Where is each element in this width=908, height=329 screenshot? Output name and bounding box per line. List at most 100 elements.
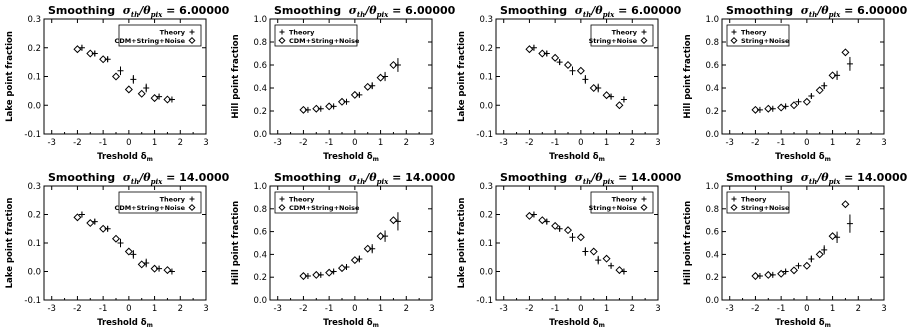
legend-marker-plus [279,29,285,35]
x-tick-label: 3 [429,304,434,314]
x-axis-label-sub: m [599,322,605,329]
y-tick-label: 0.0 [27,268,41,278]
title-part [115,4,123,17]
chart-panel-2: -3 -2 -1 0 1 2 3 0.0 0.2 0.4 0.6 0.8 1.0 Smoothing σt… [231,4,456,163]
chart-title: Smoothing σth/θpix = 6.00000 [500,4,682,19]
title-part: pix [377,10,390,19]
title-part [341,4,349,17]
data-point-simulation [525,45,534,54]
legend-marker-plus [189,29,195,35]
x-tick-label: 2 [630,304,635,314]
y-tick-label: 0.4 [253,84,267,94]
y-axis-label: Hill point fraction [231,201,241,285]
x-tick-label: -3 [499,138,507,148]
x-tick-label: 2 [404,138,409,148]
title-part: th [583,177,591,186]
title-part: = 6.00000 [392,4,455,17]
data-point-simulation [615,266,624,275]
chart-panel-4: -3 -2 -1 0 1 2 3 0.0 0.2 0.4 0.6 0.8 1.0 Smoothing σt… [683,4,908,163]
y-tick-label: 0.1 [479,73,493,83]
legend-label: String+Noise [741,204,790,212]
title-part: Smoothing [726,171,793,184]
x-axis-label-text: Treshold δ [775,152,825,162]
chart-panel-3: -3 -2 -1 0 1 2 3 -0.1 0.0 0.1 0.2 0.3 Smoothing σth/… [457,4,682,163]
data-point-simulation [538,216,547,225]
title-part: /θ [816,171,829,184]
y-tick-label: 0.3 [27,182,41,192]
chart-panel-5: -3 -2 -1 0 1 2 3 -0.1 0.0 0.1 0.2 0.3 Smoothing σth/… [5,171,230,329]
data-point-simulation [124,85,133,94]
y-tick-label: 0.2 [479,211,493,221]
x-axis-label-text: Treshold δ [775,318,825,328]
data-point-simulation [325,268,334,277]
legend-label: String+Noise [589,37,638,45]
x-tick-label: 3 [655,138,660,148]
title-part [341,171,349,184]
data-point-simulation [802,261,811,270]
y-tick-label: 0.0 [253,130,267,140]
legend-label: Theory [741,28,767,36]
title-part: = 14.0000 [618,171,681,184]
data-point-simulation [99,224,108,233]
x-tick-label: -3 [725,138,733,148]
data-point-simulation [764,270,773,279]
title-part [793,4,801,17]
x-axis-label-sub: m [147,322,153,329]
title-part [567,4,575,17]
x-tick-label: 0 [578,138,583,148]
legend-marker-diamond [278,203,286,212]
y-tick-label: 1.0 [253,182,267,192]
x-tick-label: -2 [73,138,81,148]
y-tick-label: 0.6 [705,61,719,71]
x-tick-label: 0 [352,304,357,314]
legend-label: Theory [612,28,638,36]
legend-marker-diamond [188,36,196,45]
title-part: th [809,177,817,186]
x-tick-label: -1 [325,138,333,148]
title-part: = 14.0000 [392,171,455,184]
data-point-simulation [828,232,837,241]
x-tick-label: 1 [378,138,383,148]
x-axis-label: Treshold δm [549,152,605,163]
x-tick-label: 1 [152,138,157,148]
data-point-simulation [389,60,398,70]
legend-label: String+Noise [589,204,638,212]
y-tick-label: 0.6 [253,228,267,238]
y-tick-label: 0.6 [705,228,719,238]
data-point-simulation [576,233,585,242]
chart-title: Smoothing σth/θpix = 6.00000 [726,4,908,19]
data-point-simulation [163,266,172,275]
legend-label: CDM+String+Noise [115,204,186,212]
chart-title: Smoothing σth/θpix = 14.0000 [726,171,908,186]
x-axis-label: Treshold δm [97,318,153,329]
x-tick-label: 0 [126,138,131,148]
data-point-simulation [150,94,159,103]
data-point-simulation [137,260,146,269]
data-point-simulation [350,256,359,265]
x-tick-label: 0 [804,138,809,148]
x-tick-label: 3 [429,138,434,148]
data-point-simulation [99,55,108,64]
data-point-simulation [828,71,837,80]
title-part: /θ [364,171,377,184]
title-part: th [357,177,365,186]
x-axis-label-sub: m [373,156,379,163]
y-axis-label: Hill point fraction [683,201,693,285]
x-tick-label: 0 [578,304,583,314]
title-part: = 14.0000 [166,171,229,184]
legend-box [726,24,790,47]
x-axis-label-text: Treshold δ [97,318,147,328]
data-point-simulation [163,95,172,104]
title-part: = 6.00000 [166,4,229,17]
x-tick-label: 1 [152,304,157,314]
chart-title: Smoothing σth/θpix = 14.0000 [48,171,230,186]
data-point-simulation [789,101,799,110]
x-tick-label: -1 [99,304,107,314]
title-part [793,171,801,184]
data-point-simulation [376,73,385,82]
chart-title: Smoothing σth/θpix = 6.00000 [48,4,230,19]
legend-label: CDM+String+Noise [289,37,360,45]
x-axis-label-sub: m [373,322,379,329]
